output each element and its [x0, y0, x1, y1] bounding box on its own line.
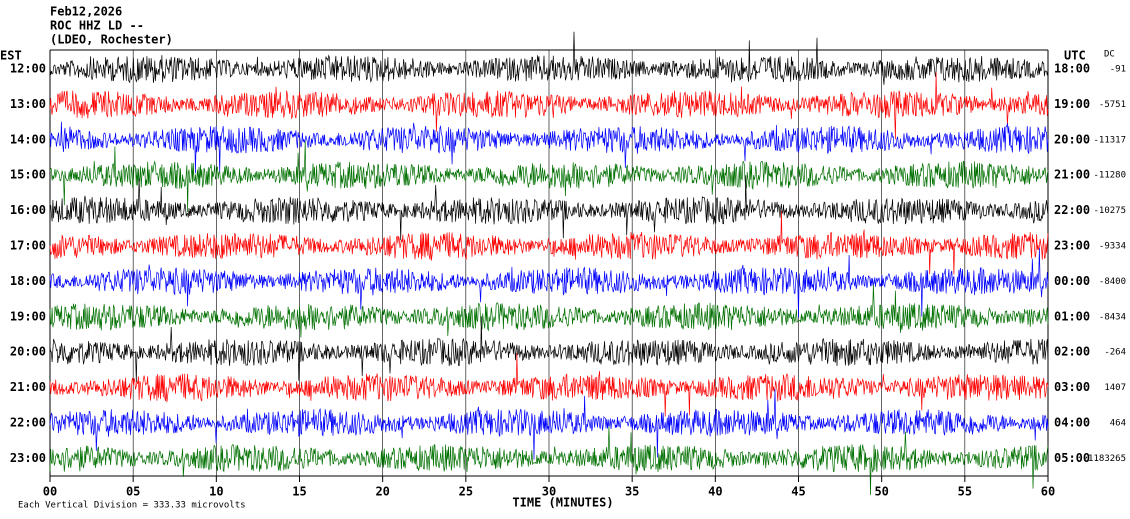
- chart-title: Feb12,2026: [50, 5, 122, 19]
- est-label: 18:00: [10, 274, 46, 288]
- right-axis-label: UTC: [1064, 49, 1086, 63]
- x-tick-label: 25: [459, 485, 473, 499]
- dc-value: -5751: [1099, 100, 1126, 110]
- utc-label: 23:00: [1054, 238, 1090, 252]
- x-axis-label: TIME (MINUTES): [512, 496, 613, 510]
- seismic-trace: [49, 140, 1049, 213]
- dc-value: -91: [1110, 65, 1126, 75]
- utc-label: 18:00: [1054, 62, 1090, 76]
- dc-value: -264: [1104, 348, 1126, 358]
- utc-label: 01:00: [1054, 309, 1090, 323]
- est-label: 23:00: [10, 451, 46, 465]
- est-label: 16:00: [10, 203, 46, 217]
- dc-value: -1183265: [1083, 454, 1126, 464]
- station: ROC HHZ LD --: [50, 19, 144, 33]
- seismic-trace: [49, 210, 1049, 275]
- seismic-trace: [49, 426, 1049, 496]
- seismic-trace: [49, 353, 1049, 417]
- x-tick-label: 50: [874, 485, 888, 499]
- est-label: 17:00: [10, 238, 46, 252]
- utc-label: 20:00: [1054, 132, 1090, 146]
- dc-label: DC: [1104, 50, 1115, 60]
- dc-value: -8400: [1099, 277, 1126, 287]
- x-tick-label: 00: [43, 485, 57, 499]
- dc-value: -11280: [1093, 171, 1126, 181]
- x-tick-label: 20: [375, 485, 389, 499]
- utc-label: 02:00: [1054, 345, 1090, 359]
- est-label: 12:00: [10, 62, 46, 76]
- seismic-trace: [49, 121, 1049, 174]
- left-axis-label: EST: [0, 49, 22, 63]
- source: (LDEO, Rochester): [50, 33, 173, 47]
- seismic-trace: [49, 316, 1049, 383]
- utc-label: 05:00: [1054, 451, 1090, 465]
- utc-label: 04:00: [1054, 415, 1090, 429]
- est-label: 15:00: [10, 168, 46, 182]
- dc-value: -9334: [1099, 241, 1126, 251]
- seismic-trace: [49, 388, 1049, 460]
- utc-label: 00:00: [1054, 274, 1090, 288]
- x-tick-label: 05: [126, 485, 140, 499]
- dc-value: 1407: [1104, 383, 1126, 393]
- est-label: 13:00: [10, 97, 46, 111]
- x-tick-label: 45: [791, 485, 805, 499]
- seismic-trace: [49, 31, 1049, 85]
- dc-value: 464: [1110, 418, 1126, 428]
- x-tick-label: 35: [625, 485, 639, 499]
- seismic-trace: [49, 247, 1049, 318]
- est-label: 19:00: [10, 309, 46, 323]
- est-label: 14:00: [10, 132, 46, 146]
- est-label: 20:00: [10, 345, 46, 359]
- seismic-trace: [49, 72, 1049, 140]
- x-tick-label: 10: [209, 485, 223, 499]
- scale-note: Each Vertical Division = 333.33 microvol…: [18, 501, 246, 511]
- est-label: 22:00: [10, 415, 46, 429]
- dc-value: -11317: [1093, 135, 1126, 145]
- utc-label: 19:00: [1054, 97, 1090, 111]
- dc-value: -10275: [1093, 206, 1126, 216]
- utc-label: 21:00: [1054, 168, 1090, 182]
- x-tick-label: 40: [708, 485, 722, 499]
- utc-label: 22:00: [1054, 203, 1090, 217]
- x-tick-label: 55: [958, 485, 972, 499]
- utc-label: 03:00: [1054, 380, 1090, 394]
- est-label: 21:00: [10, 380, 46, 394]
- seismic-trace: [49, 175, 1049, 241]
- x-tick-label: 30: [542, 485, 556, 499]
- dc-value: -8434: [1099, 312, 1126, 322]
- x-tick-label: 60: [1041, 485, 1055, 499]
- x-tick-label: 15: [292, 485, 306, 499]
- seismic-trace: [49, 284, 1049, 338]
